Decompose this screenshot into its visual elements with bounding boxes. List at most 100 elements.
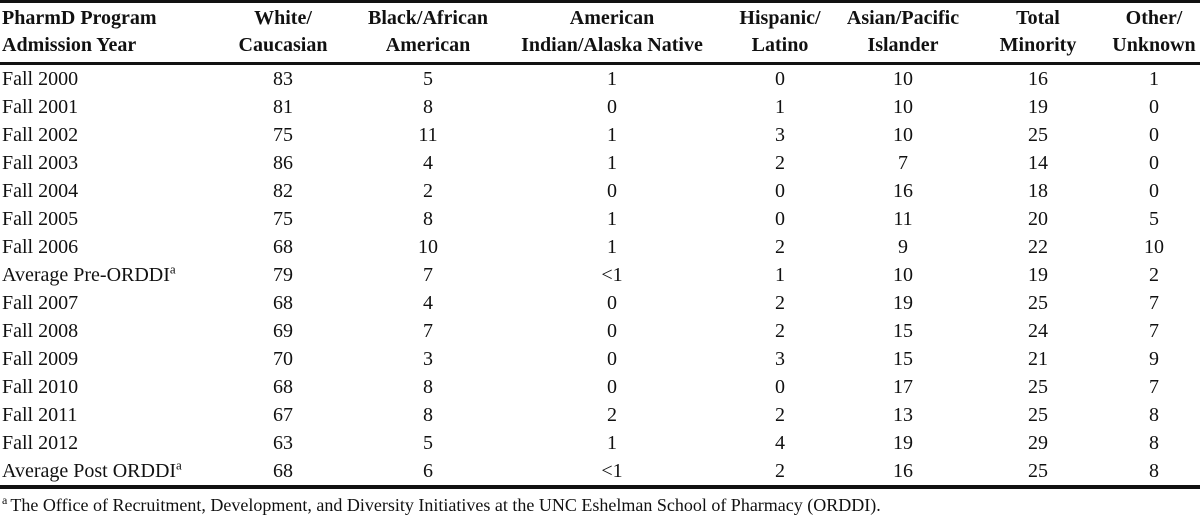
cell-value: 0 (607, 180, 617, 202)
footnote-ref: a (176, 457, 182, 473)
cell-value: 0 (607, 292, 617, 314)
cell-value: 0 (607, 376, 617, 398)
cell-value: 70 (273, 348, 293, 370)
cell-value: 2 (607, 404, 617, 426)
table-row: Fall 2006 68 10 1 2 9 22 10 (0, 233, 1200, 261)
row-label: Fall 2002 (2, 124, 79, 146)
header-line: Hispanic/ (739, 7, 821, 29)
cell-value: 19 (893, 432, 913, 454)
cell-value: 7 (423, 320, 433, 342)
cell-value: 81 (273, 96, 293, 118)
cell-value: 8 (1149, 404, 1159, 426)
table-row: Fall 2003 86 4 1 2 7 14 0 (0, 149, 1200, 177)
cell-value: 1 (607, 432, 617, 454)
table-row: Fall 2012 63 5 1 4 19 29 8 (0, 429, 1200, 457)
cell-value: 0 (607, 348, 617, 370)
cell-value: 20 (1028, 208, 1048, 230)
cell-value: 5 (423, 432, 433, 454)
cell-value: 2 (775, 152, 785, 174)
cell-value: 0 (607, 96, 617, 118)
cell-value: 0 (1149, 152, 1159, 174)
cell-value: 2 (1149, 264, 1159, 286)
header-line: Caucasian (238, 34, 328, 56)
header-line: American (385, 34, 471, 56)
cell-value: 75 (273, 208, 293, 230)
cell-value: 25 (1028, 460, 1048, 482)
cell-value: 25 (1028, 124, 1048, 146)
table-body: Fall 2000 8 3 5 1 0 10 16 1 Fall 2001 81 8 0 1 10 19 0 Fa… (0, 64, 1200, 487)
cell-value: 8 (423, 96, 433, 118)
cell-value: 4 (423, 292, 433, 314)
header-line: Other/ (1125, 7, 1183, 29)
cell-value: 13 (893, 404, 913, 426)
cell-value: 3 (775, 348, 785, 370)
header-line: PharmD Program (2, 7, 157, 29)
cell-value: 7 (1149, 376, 1159, 398)
cell-value: 16 (893, 460, 913, 482)
header-line: Black/African (368, 7, 488, 29)
cell-value: 67 (273, 404, 293, 426)
cell-value: 21 (1028, 348, 1048, 370)
cell-value: 10 (893, 124, 913, 146)
cell-value: 17 (893, 376, 913, 398)
cell-value: 9 (1149, 348, 1159, 370)
table-row: Fall 2004 82 2 0 0 16 18 0 (0, 177, 1200, 205)
cell-value: 8 (1149, 432, 1159, 454)
cell-value: 8 (423, 376, 433, 398)
cell-value: 14 (1028, 152, 1048, 174)
table-footnote: a The Office of Recruitment, Development,… (0, 494, 1200, 516)
cell-value: 15 (893, 348, 913, 370)
cell-value: 8 (423, 208, 433, 230)
row-label: Average Post ORDDIa (2, 457, 182, 482)
admissions-by-race-table: PharmD Program Admission Year White/ Cau… (0, 0, 1200, 487)
column-header-hispanic-latino: Hispanic/ Latino (722, 2, 838, 64)
cell-value: 10 (1144, 236, 1164, 258)
cell-value: 69 (273, 320, 293, 342)
row-label: Fall 2001 (2, 96, 79, 118)
cell-value: 5 (423, 68, 433, 90)
cell-value: 3 (423, 348, 433, 370)
cell-value: 7 (1149, 292, 1159, 314)
cell-value: 10 (893, 96, 913, 118)
cell-value: 19 (893, 292, 913, 314)
header-row: PharmD Program Admission Year White/ Cau… (0, 2, 1200, 64)
table-row: Average Post ORDDIa 68 6 <1 2 16 25 8 (0, 457, 1200, 487)
cell-value: 1 (775, 264, 785, 286)
cell-value: 82 (273, 180, 293, 202)
header-line: White/ (254, 7, 312, 29)
table-row: Fall 2008 69 7 0 2 15 24 7 (0, 317, 1200, 345)
cell-value: 16 (893, 180, 913, 202)
row-label: Fall 2000 (2, 68, 79, 90)
cell-value: 16 (1028, 68, 1048, 90)
cell-value: 9 (898, 236, 908, 258)
cell-value: <1 (601, 460, 623, 482)
footnote-ref: a (169, 261, 176, 277)
cell-value: 0 (1149, 180, 1159, 202)
table-row: Fall 2009 70 3 0 3 15 21 9 (0, 345, 1200, 373)
cell-value: 0 (775, 68, 785, 90)
cell-value: 24 (1028, 320, 1048, 342)
column-header-american-indian-alaska-native: American Indian/Alaska Native (502, 2, 722, 64)
table-row: Fall 2000 83 5 1 0 10 16 1 (0, 64, 1200, 94)
column-header-white-caucasian: White/ Caucasian (212, 2, 354, 64)
column-header-other-unknown: Other/ Unknown (1108, 2, 1200, 64)
column-header-total-minority: Total Minority (968, 2, 1108, 64)
table-row: Fall 2011 67 8 2 2 13 25 8 (0, 401, 1200, 429)
cell-value: 19 (1028, 264, 1048, 286)
cell-value: 2 (775, 404, 785, 426)
footnote-text: The Office of Recruitment, Development, … (10, 495, 881, 515)
cell-value: 68 (273, 460, 293, 482)
header-line: Total (1016, 7, 1060, 29)
header-line: American (569, 7, 655, 29)
table-row: Average Pre-ORDDIa 79 7 <1 1 10 19 2 (0, 261, 1200, 289)
column-header-asian-pacific-islander: Asian/Pacific Islander (838, 2, 968, 64)
cell-value: 3 (775, 124, 785, 146)
cell-value: 2 (775, 292, 785, 314)
table-row: Fall 2007 68 4 0 2 19 25 7 (0, 289, 1200, 317)
header-line: Islander (867, 34, 939, 56)
cell-value: 15 (893, 320, 913, 342)
row-label: Fall 2011 (2, 404, 78, 426)
cell-value: 25 (1028, 376, 1048, 398)
table-row: Fall 2010 68 8 0 0 17 25 7 (0, 373, 1200, 401)
cell-value: 79 (273, 264, 293, 286)
